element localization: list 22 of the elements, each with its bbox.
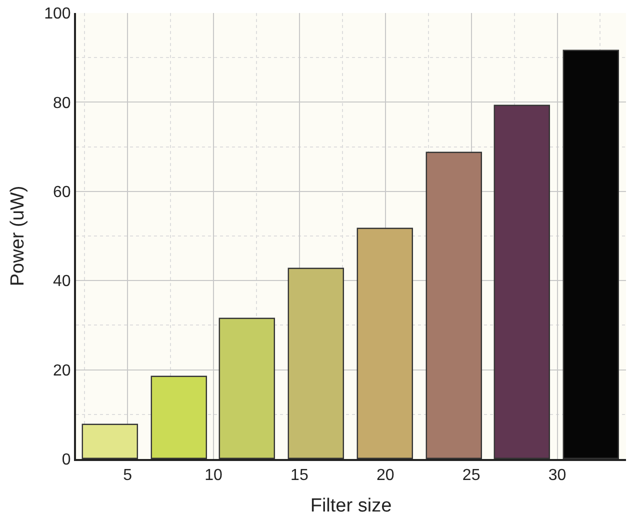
bar xyxy=(82,424,138,459)
x-axis-title: Filter size xyxy=(310,496,392,516)
y-tick-label: 80 xyxy=(53,94,71,112)
bar xyxy=(426,152,482,459)
bar xyxy=(218,318,275,459)
y-tick-label: 40 xyxy=(53,273,71,290)
y-tick-label: 100 xyxy=(44,6,71,23)
x-tick-label: 15 xyxy=(290,467,308,484)
bar xyxy=(494,104,550,459)
y-tick-label: 60 xyxy=(53,184,71,201)
y-tick-label: 20 xyxy=(53,362,71,380)
x-tick-label: 25 xyxy=(462,467,480,484)
y-axis-title: Power (uW) xyxy=(7,186,28,286)
x-tick-label: 30 xyxy=(548,467,566,484)
bar xyxy=(562,50,619,459)
x-tick-label: 20 xyxy=(376,467,394,484)
bar xyxy=(150,376,207,459)
x-tick-label: 5 xyxy=(123,467,132,484)
bar xyxy=(356,228,413,459)
bar xyxy=(288,268,344,459)
y-tick-label: 0 xyxy=(62,452,71,469)
x-tick-label: 10 xyxy=(204,467,222,484)
